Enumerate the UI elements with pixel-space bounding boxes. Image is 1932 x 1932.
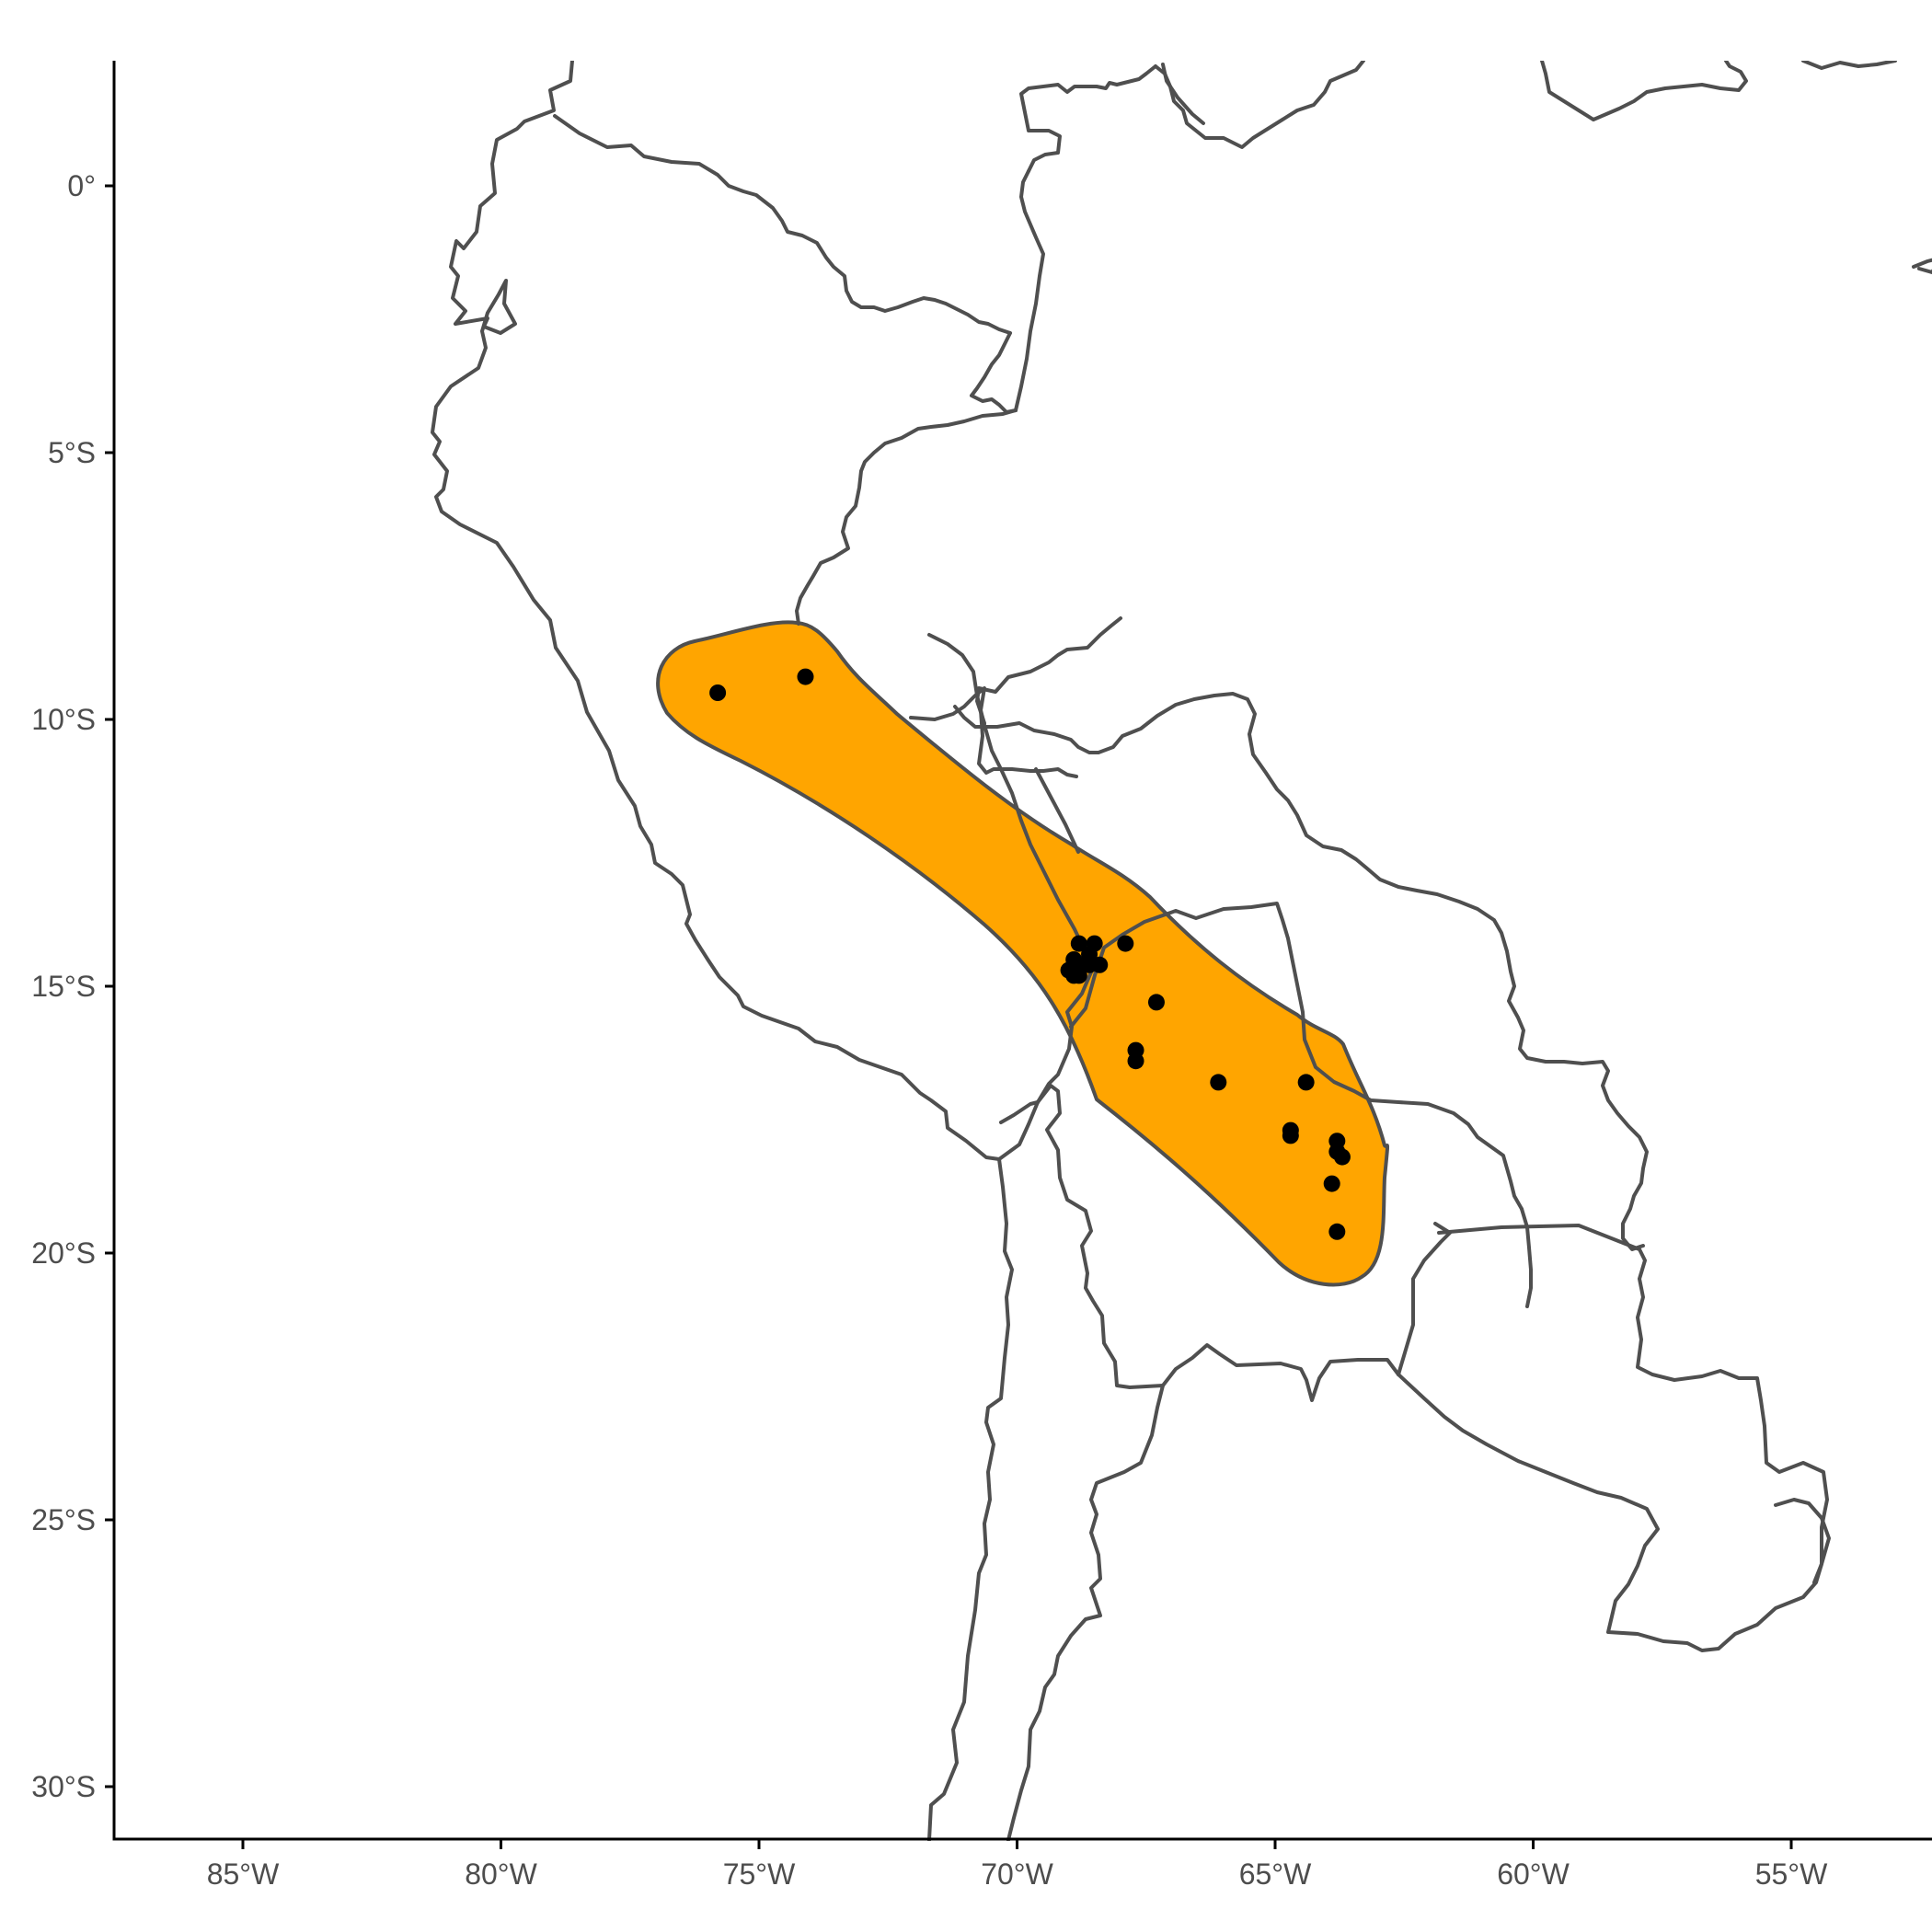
y-tick-label: 10°S: [31, 703, 96, 736]
border-line: [975, 616, 1122, 725]
x-tick-label: 80°W: [465, 1857, 537, 1891]
y-tick-label: 20°S: [31, 1236, 96, 1270]
border-line: [1069, 902, 1524, 1211]
occurrence-point: [1333, 1148, 1351, 1166]
occurrence-point: [1297, 1074, 1315, 1091]
x-axis-ticks: 85°W 80°W 75°W 70°W 65°W 60°W 55°W: [207, 1840, 1828, 1891]
occurrence-points: [709, 668, 1351, 1240]
border-line: [1912, 258, 1932, 274]
border-line: [1397, 1222, 1452, 1376]
occurrence-point: [1282, 1127, 1299, 1144]
border-line: [1019, 64, 1157, 173]
border-line: [999, 1100, 1040, 1124]
border-line: [1540, 61, 1748, 121]
border-line: [970, 331, 1018, 414]
y-tick-label: 15°S: [31, 970, 96, 1003]
border-line: [1161, 1343, 1400, 1402]
occurrence-point: [1210, 1074, 1227, 1091]
country-borders: [431, 61, 1932, 1841]
border-line: [927, 1157, 1014, 1841]
occurrence-point: [1127, 1052, 1144, 1070]
border-line: [1801, 61, 1897, 70]
y-tick-label: 5°S: [48, 436, 96, 469]
border-line: [1520, 1207, 1533, 1308]
x-tick-label: 85°W: [207, 1857, 280, 1891]
border-line: [1437, 1224, 1829, 1584]
border-line: [1014, 169, 1045, 412]
occurrence-point: [1328, 1223, 1346, 1240]
x-tick-label: 55°W: [1755, 1857, 1828, 1891]
occurrence-point: [709, 684, 727, 701]
x-tick-label: 60°W: [1497, 1857, 1570, 1891]
x-tick-label: 75°W: [723, 1857, 796, 1891]
border-line: [1034, 767, 1080, 854]
occurrence-point: [1070, 967, 1087, 984]
occurrence-point: [1081, 956, 1098, 973]
range-polygon: [656, 620, 1390, 1287]
border-line: [795, 408, 1018, 626]
border-line: [1161, 63, 1205, 125]
occurrence-point: [1070, 935, 1087, 952]
x-tick-label: 70°W: [981, 1857, 1053, 1891]
border-line: [1006, 1084, 1165, 1841]
y-tick-label: 30°S: [31, 1770, 96, 1803]
y-tick-label: 25°S: [31, 1503, 96, 1536]
x-tick-label: 65°W: [1239, 1857, 1312, 1891]
border-line: [553, 114, 1012, 335]
occurrence-point: [1323, 1175, 1340, 1192]
y-tick-label: 0°: [67, 169, 96, 202]
occurrence-point: [1117, 935, 1134, 952]
border-line: [909, 686, 1078, 778]
border-line: [1154, 61, 1365, 149]
occurrence-point: [797, 668, 814, 685]
border-line: [927, 633, 1095, 1104]
y-axis-ticks: 0° 5°S 10°S 15°S 20°S 25°S 30°S: [31, 169, 114, 1803]
border-line: [431, 61, 1040, 1161]
border-line: [953, 692, 1649, 1251]
occurrence-point: [1147, 994, 1165, 1011]
